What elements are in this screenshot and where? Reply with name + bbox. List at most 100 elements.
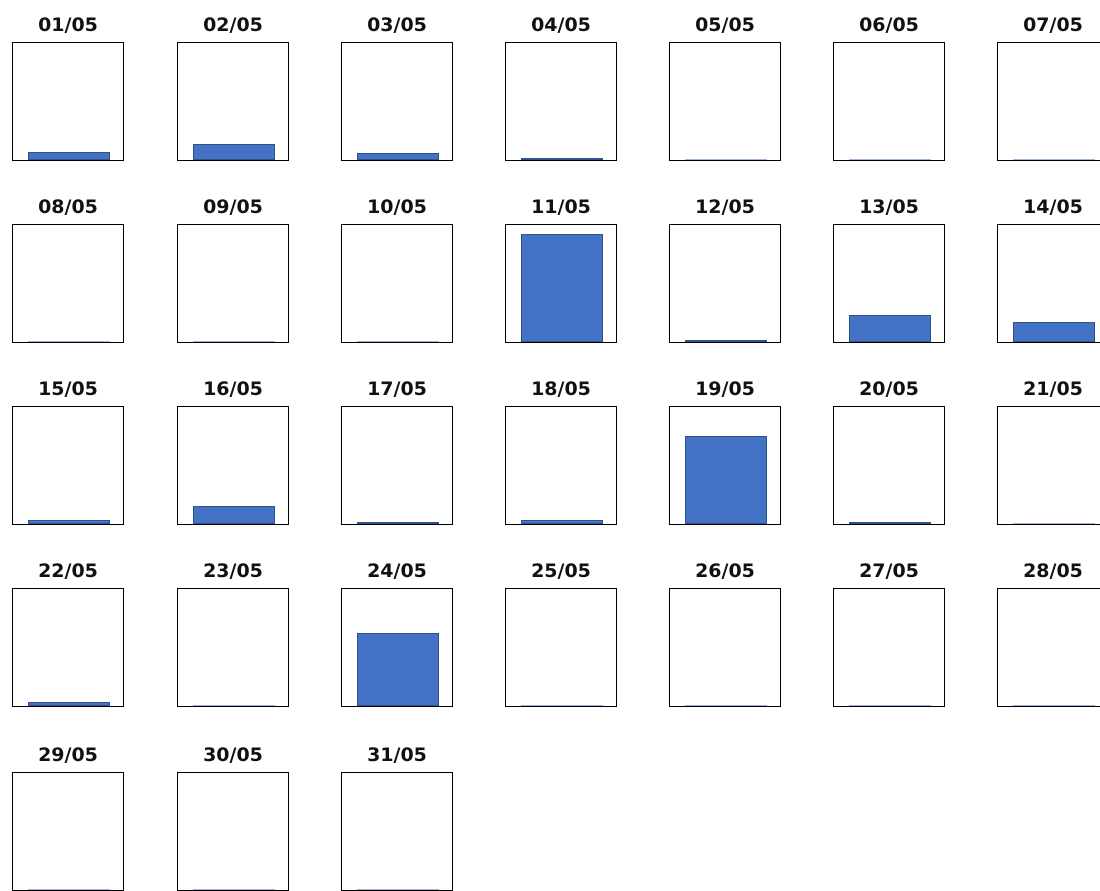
bar [521, 705, 603, 706]
panel-title: 01/05 [38, 14, 98, 36]
panel-plot-area [341, 772, 453, 891]
panel-plot-area [177, 406, 289, 525]
panel-plot-area [997, 224, 1100, 343]
panel-30-05: 30/05 [177, 744, 289, 891]
panel-24-05: 24/05 [341, 560, 453, 707]
panel-plot-area [997, 588, 1100, 707]
bar [849, 159, 931, 160]
bar [357, 522, 439, 524]
panel-25-05: 25/05 [505, 560, 617, 707]
panel-plot-area [505, 588, 617, 707]
panel-13-05: 13/05 [833, 196, 945, 343]
panel-title: 13/05 [859, 196, 919, 218]
panel-title: 18/05 [531, 378, 591, 400]
panel-02-05: 02/05 [177, 14, 289, 161]
bar [1013, 322, 1095, 342]
bar [28, 341, 110, 342]
panel-19-05: 19/05 [669, 378, 781, 525]
panel-21-05: 21/05 [997, 378, 1100, 525]
panel-06-05: 06/05 [833, 14, 945, 161]
panel-plot-area [12, 224, 124, 343]
panel-plot-area [12, 588, 124, 707]
panel-27-05: 27/05 [833, 560, 945, 707]
bar [521, 234, 603, 342]
panel-title: 16/05 [203, 378, 263, 400]
panel-plot-area [177, 42, 289, 161]
bar [357, 153, 439, 160]
bar [193, 341, 275, 342]
panel-18-05: 18/05 [505, 378, 617, 525]
panel-plot-area [177, 224, 289, 343]
bar [685, 436, 767, 524]
panel-17-05: 17/05 [341, 378, 453, 525]
bar [193, 705, 275, 706]
panel-plot-area [833, 406, 945, 525]
panel-title: 30/05 [203, 744, 263, 766]
bar [28, 520, 110, 524]
bar [28, 702, 110, 706]
panel-title: 10/05 [367, 196, 427, 218]
panel-22-05: 22/05 [12, 560, 124, 707]
bar [521, 158, 603, 160]
bar [193, 144, 275, 160]
bar [1013, 705, 1095, 706]
panel-plot-area [669, 406, 781, 525]
panel-04-05: 04/05 [505, 14, 617, 161]
panel-plot-area [669, 588, 781, 707]
panel-title: 09/05 [203, 196, 263, 218]
panel-title: 08/05 [38, 196, 98, 218]
panel-title: 21/05 [1023, 378, 1083, 400]
bar [1013, 523, 1095, 524]
panel-title: 22/05 [38, 560, 98, 582]
panel-05-05: 05/05 [669, 14, 781, 161]
panel-title: 04/05 [531, 14, 591, 36]
bar [193, 506, 275, 524]
panel-plot-area [12, 42, 124, 161]
panel-plot-area [833, 42, 945, 161]
panel-title: 25/05 [531, 560, 591, 582]
panel-plot-area [341, 42, 453, 161]
bar [357, 633, 439, 706]
bar [357, 341, 439, 342]
panel-plot-area [12, 406, 124, 525]
panel-plot-area [669, 42, 781, 161]
panel-title: 17/05 [367, 378, 427, 400]
bar [849, 522, 931, 524]
bar [685, 340, 767, 342]
panel-08-05: 08/05 [12, 196, 124, 343]
panel-title: 15/05 [38, 378, 98, 400]
panel-12-05: 12/05 [669, 196, 781, 343]
panel-plot-area [341, 224, 453, 343]
panel-title: 24/05 [367, 560, 427, 582]
panel-14-05: 14/05 [997, 196, 1100, 343]
panel-title: 27/05 [859, 560, 919, 582]
panel-20-05: 20/05 [833, 378, 945, 525]
panel-29-05: 29/05 [12, 744, 124, 891]
panel-title: 07/05 [1023, 14, 1083, 36]
panel-15-05: 15/05 [12, 378, 124, 525]
bar [28, 152, 110, 160]
panel-title: 06/05 [859, 14, 919, 36]
panel-plot-area [833, 588, 945, 707]
panel-plot-area [997, 406, 1100, 525]
panel-plot-area [177, 772, 289, 891]
panel-title: 02/05 [203, 14, 263, 36]
panel-title: 20/05 [859, 378, 919, 400]
panel-title: 23/05 [203, 560, 263, 582]
bar [685, 159, 767, 160]
panel-plot-area [669, 224, 781, 343]
panel-09-05: 09/05 [177, 196, 289, 343]
bar [1013, 159, 1095, 160]
panel-plot-area [997, 42, 1100, 161]
panel-title: 29/05 [38, 744, 98, 766]
panel-31-05: 31/05 [341, 744, 453, 891]
panel-10-05: 10/05 [341, 196, 453, 343]
panel-title: 31/05 [367, 744, 427, 766]
panel-title: 14/05 [1023, 196, 1083, 218]
panel-plot-area [177, 588, 289, 707]
panel-plot-area [341, 588, 453, 707]
panel-plot-area [505, 42, 617, 161]
panel-28-05: 28/05 [997, 560, 1100, 707]
panel-plot-area [833, 224, 945, 343]
